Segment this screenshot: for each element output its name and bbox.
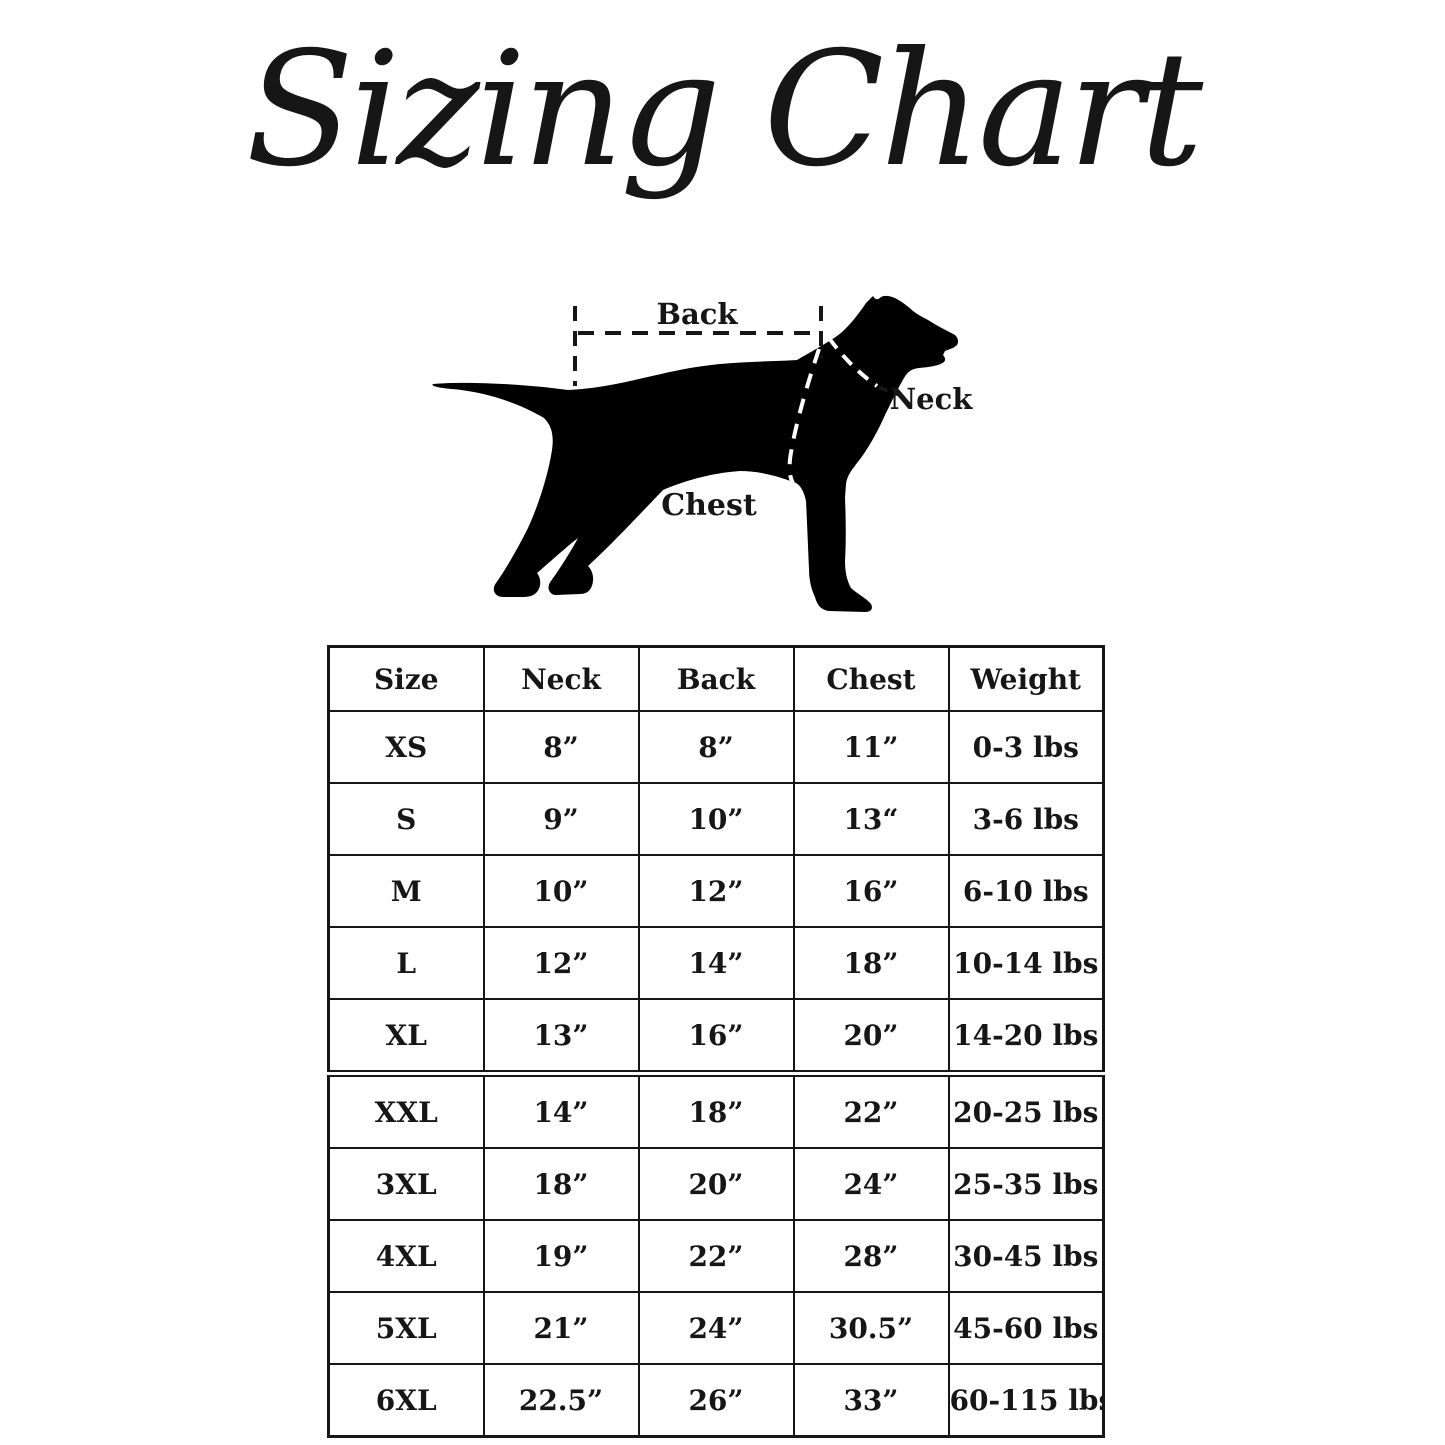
cell-size: L (327, 926, 485, 1000)
page-title: Sizing Chart (245, 18, 1204, 202)
cell-weight: 45-60 lbs (947, 1291, 1105, 1365)
dog-silhouette (432, 295, 959, 612)
column-header-back: Back (637, 645, 795, 712)
cell-weight: 25-35 lbs (947, 1147, 1105, 1221)
chest-girth-dashes (787, 348, 821, 485)
cell-size: XL (327, 998, 485, 1075)
cell-neck: 14” (482, 1070, 640, 1149)
cell-back: 14” (637, 926, 795, 1000)
cell-back: 12” (637, 854, 795, 928)
cell-chest: 33” (792, 1363, 950, 1438)
cell-neck: 13” (482, 998, 640, 1075)
cell-size: 4XL (327, 1219, 485, 1293)
cell-size: S (327, 782, 485, 856)
cell-neck: 21” (482, 1291, 640, 1365)
cell-chest: 13“ (792, 782, 950, 856)
table-row-4xl: 4XL 19” 22” 28” 30-45 lbs (327, 1219, 1105, 1293)
table-row-xl: XL 13” 16” 20” 14-20 lbs (327, 998, 1105, 1075)
cell-neck: 9” (482, 782, 640, 856)
table-row-3xl: 3XL 18” 20” 24” 25-35 lbs (327, 1147, 1105, 1221)
table-row-xs: XS 8” 8” 11” 0-3 lbs (327, 710, 1105, 784)
cell-chest: 24” (792, 1147, 950, 1221)
chest-label: Chest (661, 488, 757, 523)
cell-back: 20” (637, 1147, 795, 1221)
cell-size: 6XL (327, 1363, 485, 1438)
cell-back: 10” (637, 782, 795, 856)
sizing-table: Size Neck Back Chest Weight XS 8” 8” 11” 0-3 lbs… (327, 645, 1105, 1438)
cell-size: XS (327, 710, 485, 784)
neck-girth-dashes (827, 336, 879, 388)
cell-neck: 19” (482, 1219, 640, 1293)
cell-chest: 16” (792, 854, 950, 928)
cell-neck: 12” (482, 926, 640, 1000)
cell-back: 24” (637, 1291, 795, 1365)
cell-chest: 28” (792, 1219, 950, 1293)
cell-back: 22” (637, 1219, 795, 1293)
cell-neck: 22.5” (482, 1363, 640, 1438)
cell-size: M (327, 854, 485, 928)
cell-weight: 30-45 lbs (947, 1219, 1105, 1293)
cell-back: 18” (637, 1070, 795, 1149)
cell-size: 3XL (327, 1147, 485, 1221)
cell-weight: 0-3 lbs (947, 710, 1105, 784)
column-header-weight: Weight (947, 645, 1105, 712)
cell-chest: 30.5” (792, 1291, 950, 1365)
cell-weight: 14-20 lbs (947, 998, 1105, 1075)
neck-label: Neck (890, 382, 974, 416)
dog-measurement-diagram: Back Neck Chest (432, 295, 974, 612)
cell-chest: 20” (792, 998, 950, 1075)
header-row: Size Neck Back Chest Weight (327, 645, 1105, 712)
table-row-m: M 10” 12” 16” 6-10 lbs (327, 854, 1105, 928)
sizing-table-body: XS 8” 8” 11” 0-3 lbs S 9” 10” 13“ 3-6 lbs M 10” 12” 1… (327, 710, 1105, 1438)
cell-chest: 22” (792, 1070, 950, 1149)
cell-neck: 18” (482, 1147, 640, 1221)
cell-back: 8” (637, 710, 795, 784)
sizing-table-header: Size Neck Back Chest Weight (327, 645, 1105, 712)
cell-weight: 3-6 lbs (947, 782, 1105, 856)
cell-size: 5XL (327, 1291, 485, 1365)
table-row-s: S 9” 10” 13“ 3-6 lbs (327, 782, 1105, 856)
table-row-6xl: 6XL 22.5” 26” 33” 60-115 lbs (327, 1363, 1105, 1438)
table-row-l: L 12” 14” 18” 10-14 lbs (327, 926, 1105, 1000)
cell-neck: 10” (482, 854, 640, 928)
table-row-xxl: XXL 14” 18” 22” 20-25 lbs (327, 1070, 1105, 1149)
column-header-size: Size (327, 645, 485, 712)
cell-back: 16” (637, 998, 795, 1075)
table-row-5xl: 5XL 21” 24” 30.5” 45-60 lbs (327, 1291, 1105, 1365)
cell-weight: 6-10 lbs (947, 854, 1105, 928)
neck-girth-dashes-outside (878, 385, 899, 396)
cell-chest: 18” (792, 926, 950, 1000)
cell-weight: 20-25 lbs (947, 1070, 1105, 1149)
cell-back: 26” (637, 1363, 795, 1438)
cell-chest: 11” (792, 710, 950, 784)
cell-weight: 60-115 lbs (947, 1363, 1105, 1438)
column-header-neck: Neck (482, 645, 640, 712)
cell-weight: 10-14 lbs (947, 926, 1105, 1000)
cell-neck: 8” (482, 710, 640, 784)
column-header-chest: Chest (792, 645, 950, 712)
back-label: Back (656, 297, 738, 331)
cell-size: XXL (327, 1070, 485, 1149)
